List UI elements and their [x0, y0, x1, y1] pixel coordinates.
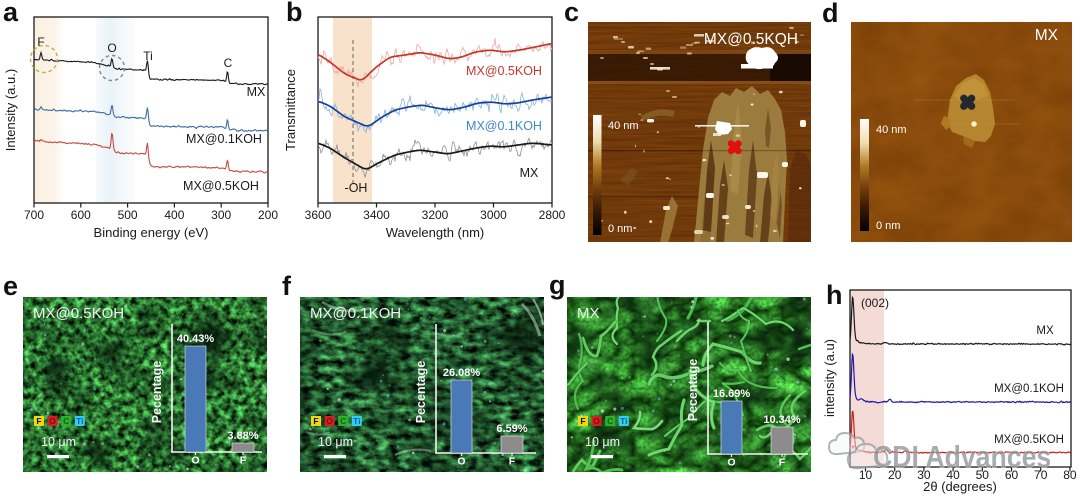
svg-text:40: 40	[946, 468, 960, 482]
svg-text:O: O	[49, 416, 56, 426]
svg-text:O: O	[457, 456, 465, 468]
svg-text:f: f	[282, 271, 292, 301]
svg-text:3600: 3600	[305, 208, 332, 222]
svg-text:MX@0.1KOH: MX@0.1KOH	[310, 305, 401, 322]
svg-text:3200: 3200	[422, 208, 449, 222]
svg-text:Pecentage: Pecentage	[414, 361, 428, 424]
svg-text:0 nm: 0 nm	[876, 220, 900, 232]
svg-text:10 μm: 10 μm	[41, 435, 76, 449]
svg-text:MX@0.1KOH: MX@0.1KOH	[466, 119, 542, 133]
svg-text:O: O	[727, 457, 735, 469]
svg-text:10 μm: 10 μm	[585, 435, 620, 449]
svg-text:a: a	[3, 0, 19, 27]
svg-text:c: c	[564, 0, 579, 27]
svg-text:Pecentage: Pecentage	[686, 359, 700, 422]
svg-text:C: C	[607, 416, 613, 426]
svg-text:C: C	[340, 416, 346, 426]
svg-text:intensity (a.u): intensity (a.u)	[822, 339, 837, 417]
svg-text:MX@0.5KOH: MX@0.5KOH	[466, 64, 542, 78]
svg-text:(002): (002)	[861, 296, 889, 310]
svg-text:Transmittance: Transmittance	[283, 69, 298, 151]
svg-text:F: F	[37, 35, 44, 49]
svg-text:Wavelength (nm): Wavelength (nm)	[386, 225, 485, 240]
svg-text:CDI Advances: CDI Advances	[873, 440, 1051, 474]
svg-text:40 nm: 40 nm	[608, 120, 639, 132]
svg-text:MX@0.5KOH: MX@0.5KOH	[183, 179, 259, 193]
svg-text:50: 50	[976, 468, 990, 482]
svg-text:200: 200	[258, 208, 278, 222]
svg-text:16.69%: 16.69%	[713, 388, 751, 400]
svg-text:F: F	[36, 416, 41, 426]
svg-text:40 nm: 40 nm	[876, 124, 907, 136]
svg-text:O: O	[326, 416, 333, 426]
svg-text:300: 300	[211, 208, 231, 222]
svg-text:b: b	[286, 0, 303, 27]
svg-text:-OH: -OH	[345, 181, 368, 195]
svg-text:F: F	[313, 416, 318, 426]
svg-text:3000: 3000	[480, 208, 507, 222]
svg-text:MX@0.5KOH: MX@0.5KOH	[33, 305, 124, 322]
svg-text:MX: MX	[520, 166, 539, 180]
svg-text:10 μm: 10 μm	[318, 435, 353, 449]
svg-text:F: F	[509, 456, 516, 468]
svg-text:MX: MX	[1036, 325, 1054, 337]
svg-text:F: F	[240, 455, 247, 467]
svg-text:MX: MX	[577, 305, 600, 322]
svg-text:30: 30	[917, 468, 931, 482]
svg-text:3400: 3400	[363, 208, 390, 222]
svg-text:700: 700	[24, 208, 44, 222]
svg-text:C: C	[224, 56, 233, 70]
svg-text:2800: 2800	[539, 208, 566, 222]
svg-text:F: F	[779, 457, 786, 469]
svg-text:600: 600	[71, 208, 91, 222]
svg-text:60: 60	[1005, 468, 1019, 482]
svg-text:Intensity (a.u.): Intensity (a.u.)	[3, 69, 18, 151]
svg-text:40.43%: 40.43%	[177, 333, 215, 345]
svg-text:*: *	[851, 444, 855, 455]
svg-text:O: O	[191, 455, 199, 467]
svg-text:0 nm: 0 nm	[608, 223, 632, 235]
svg-text:6.59%: 6.59%	[496, 423, 527, 435]
svg-text:10.34%: 10.34%	[763, 414, 801, 426]
svg-text:MX@0.1KOH: MX@0.1KOH	[994, 383, 1064, 395]
svg-text:26.08%: 26.08%	[443, 367, 481, 379]
svg-text:MX: MX	[1035, 27, 1059, 44]
svg-text:Ti: Ti	[620, 416, 627, 426]
svg-text:MX@0.1KOH: MX@0.1KOH	[186, 132, 262, 146]
svg-text:MX: MX	[247, 85, 266, 99]
svg-text:O: O	[107, 41, 116, 55]
svg-text:Binding energy (eV): Binding energy (eV)	[94, 225, 209, 240]
svg-text:O: O	[593, 416, 600, 426]
svg-text:70: 70	[1034, 468, 1048, 482]
svg-text:C: C	[63, 416, 69, 426]
svg-text:3.88%: 3.88%	[227, 430, 258, 442]
svg-text:20: 20	[888, 468, 902, 482]
svg-text:Pecentage: Pecentage	[150, 361, 164, 424]
svg-text:400: 400	[164, 208, 184, 222]
svg-text:F: F	[580, 416, 585, 426]
svg-text:2θ (degrees): 2θ (degrees)	[923, 479, 997, 494]
svg-text:d: d	[822, 0, 839, 28]
svg-text:Ti: Ti	[143, 49, 153, 63]
svg-text:Ti: Ti	[353, 416, 360, 426]
svg-text:MX@0.5KQH: MX@0.5KQH	[704, 31, 798, 48]
svg-text:10: 10	[859, 468, 873, 482]
svg-text:h: h	[826, 280, 843, 310]
svg-text:e: e	[3, 271, 18, 301]
svg-text:500: 500	[118, 208, 138, 222]
svg-text:g: g	[549, 270, 566, 300]
svg-text:Ti: Ti	[76, 416, 83, 426]
svg-text:80: 80	[1063, 468, 1077, 482]
svg-text:MX@0.5KOH: MX@0.5KOH	[994, 434, 1064, 446]
